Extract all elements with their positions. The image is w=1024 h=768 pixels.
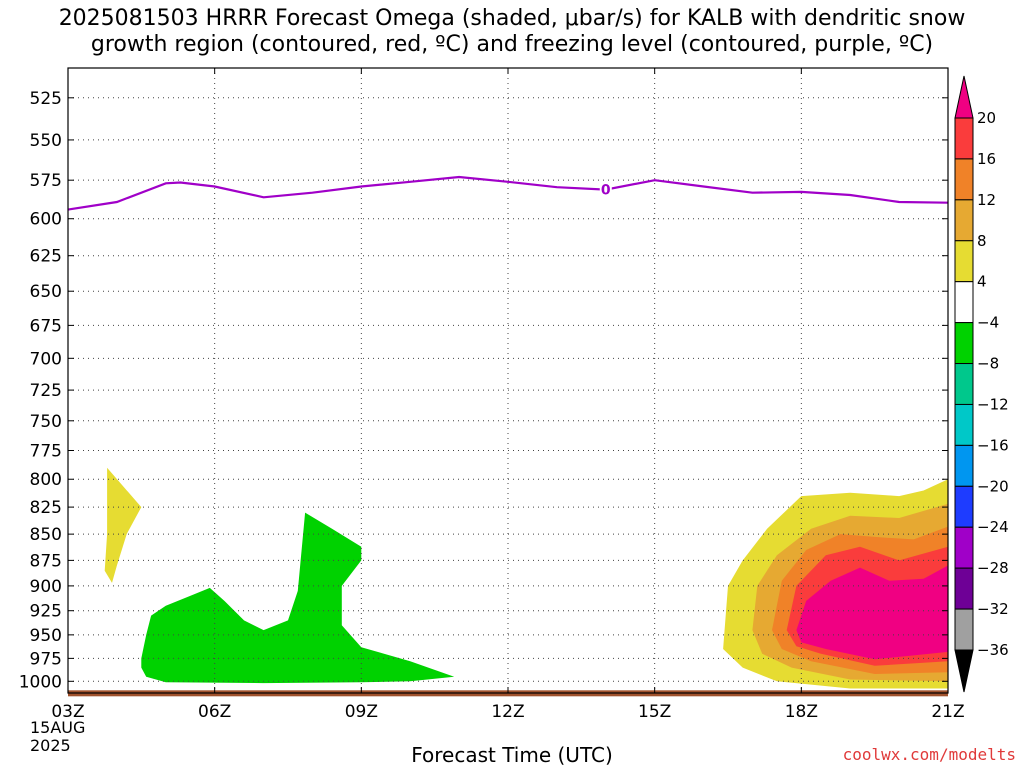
x-tick-label-3: 03Z: [51, 702, 84, 722]
y-tick-label-550: 550: [30, 131, 62, 151]
colorbar-label-2: 12: [977, 191, 996, 209]
y-tick-label-900: 900: [30, 577, 62, 597]
omega-region-1: [141, 512, 455, 684]
y-tick-label-975: 975: [30, 649, 62, 669]
y-tick-label-600: 600: [30, 210, 62, 230]
grid-layer: [68, 68, 948, 693]
colorbar-label-9: −20: [977, 477, 1009, 495]
y-tick-label-1000: 1000: [19, 672, 62, 692]
x-tick-label-6: 06Z: [198, 702, 231, 722]
colorbar-box-0: [954, 117, 974, 160]
y-tick-label-950: 950: [30, 626, 62, 646]
colorbar-box-9: [954, 485, 974, 528]
colorbar-label-0: 20: [977, 109, 996, 127]
colorbar-label-1: 16: [977, 150, 996, 168]
colorbar-label-11: −28: [977, 559, 1009, 577]
axes-layer: 525 550 575 600 625 650 675 700 725 750 775 800 825 8…: [19, 67, 965, 722]
colorbar-box-10: [954, 526, 974, 569]
credit-link[interactable]: coolwx.com/modelts: [842, 745, 1016, 764]
x-tick-label-15: 15Z: [638, 702, 671, 722]
y-tick-label-825: 825: [30, 498, 62, 518]
colorbar-label-8: −16: [977, 436, 1009, 454]
x-axis-title: Forecast Time (UTC): [411, 743, 613, 767]
colorbar: 20 16 12 8 4 −4 −8 −12 −16 −20 −24 −28 −32 −36: [954, 75, 1009, 693]
freezing-level-label: 0: [601, 183, 611, 199]
colorbar-box-8: [954, 444, 974, 487]
colorbar-box-6: [954, 363, 974, 405]
colorbar-label-12: −32: [977, 600, 1009, 618]
y-tick-label-875: 875: [30, 551, 62, 571]
y-tick-label-925: 925: [30, 602, 62, 622]
colorbar-box-3: [954, 240, 974, 283]
colorbar-label-6: −8: [977, 355, 999, 373]
colorbar-box-7: [954, 403, 974, 446]
chart-title: 2025081503 HRRR Forecast Omega (shaded, …: [0, 6, 1024, 58]
x-tick-label-9: 09Z: [345, 702, 378, 722]
omega-region-0: [104, 467, 142, 583]
colorbar-box-1: [954, 158, 974, 201]
title-line-2: growth region (contoured, red, ºC) and f…: [90, 32, 934, 57]
contour-layer: 0: [67, 175, 949, 211]
date-label-year: 2025: [30, 736, 71, 755]
y-tick-label-775: 775: [30, 441, 62, 461]
y-tick-label-800: 800: [30, 470, 62, 490]
colorbar-label-13: −36: [977, 641, 1009, 659]
colorbar-label-7: −12: [977, 395, 1009, 413]
colorbar-label-4: 4: [977, 273, 987, 291]
colorbar-box-4: [954, 281, 974, 324]
colorbar-label-5: −4: [977, 314, 999, 332]
colorbar-box-2: [954, 199, 974, 242]
y-tick-label-850: 850: [30, 525, 62, 545]
colorbar-box-12: [954, 608, 974, 651]
x-tick-label-18: 18Z: [785, 702, 818, 722]
colorbar-box-11: [954, 567, 974, 610]
colorbar-label-10: −24: [977, 518, 1009, 536]
y-tick-label-525: 525: [30, 89, 62, 109]
y-tick-label-725: 725: [30, 381, 62, 401]
y-tick-label-575: 575: [30, 171, 62, 191]
omega-region-6: [796, 565, 948, 660]
freezing-level-line: [67, 175, 949, 211]
title-line-1: 2025081503 HRRR Forecast Omega (shaded, …: [58, 6, 966, 31]
freezing-level-label-bg: [599, 181, 612, 198]
colorbar-box-5: [954, 322, 974, 365]
y-tick-label-650: 650: [30, 282, 62, 302]
colorbar-over-triangle: [954, 75, 974, 119]
y-tick-label-675: 675: [30, 316, 62, 336]
date-label: 15AUG 2025: [30, 719, 85, 755]
y-tick-label-750: 750: [30, 412, 62, 432]
colorbar-under-triangle: [954, 649, 974, 693]
x-tick-label-21: 21Z: [931, 702, 964, 722]
date-label-day: 15AUG: [30, 718, 86, 737]
y-tick-label-700: 700: [30, 349, 62, 369]
omega-shading-layer: [68, 467, 948, 697]
x-tick-label-12: 12Z: [491, 702, 524, 722]
colorbar-label-3: 8: [977, 232, 987, 250]
y-tick-label-625: 625: [30, 247, 62, 267]
